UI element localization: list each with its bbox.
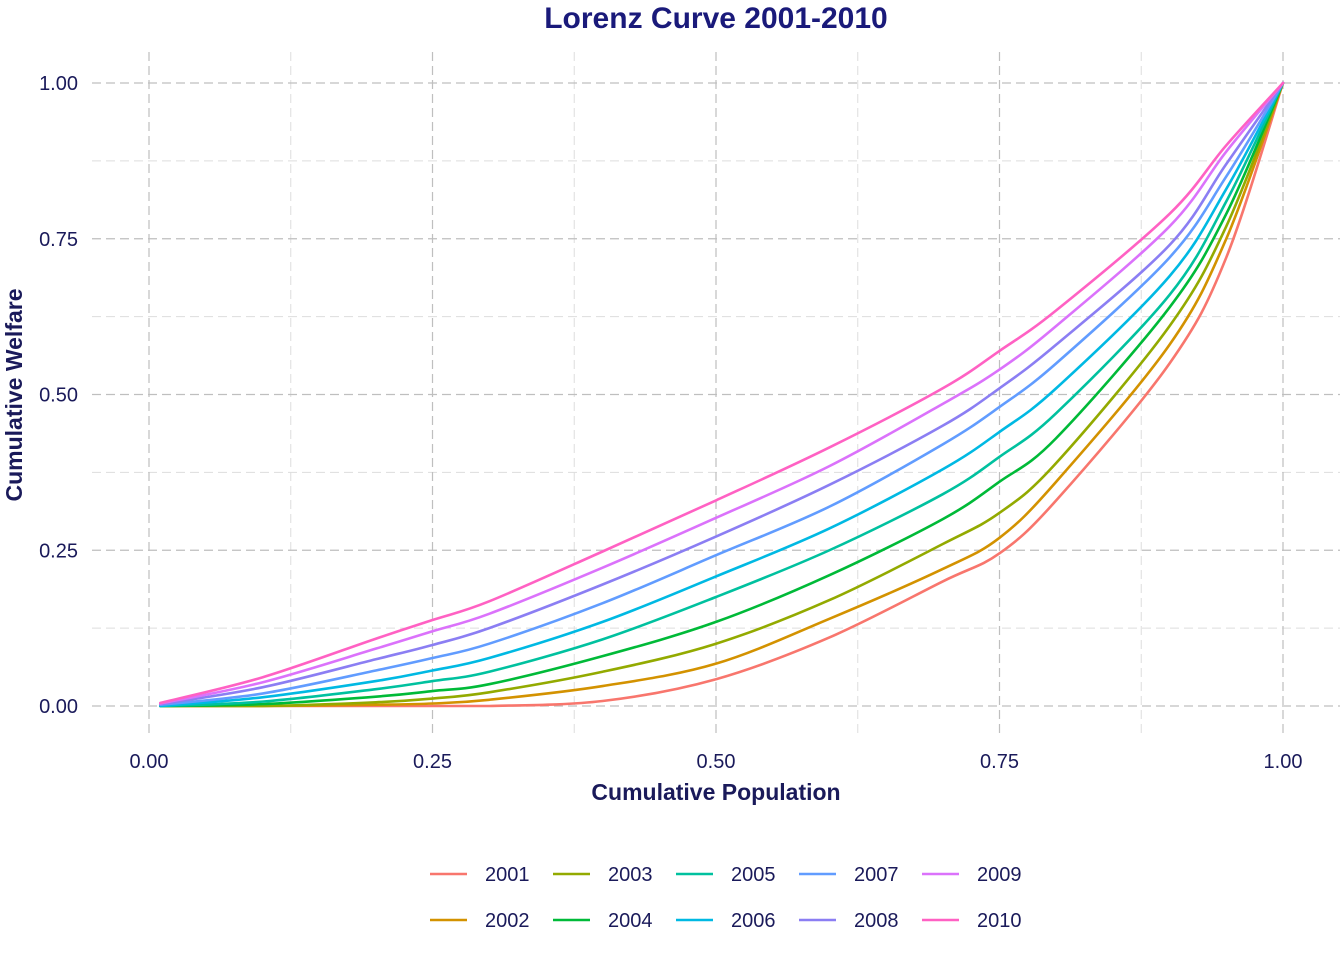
legend-label: 2001	[485, 864, 530, 886]
series-lines	[159, 81, 1285, 708]
legend-item-2002: 2002	[430, 910, 530, 932]
legend-label: 2002	[485, 910, 530, 932]
legend-item-2006: 2006	[676, 910, 776, 932]
x-tick-label: 0.25	[413, 751, 452, 773]
chart-title: Lorenz Curve 2001-2010	[544, 2, 888, 35]
x-tick-label: 1.00	[1264, 751, 1303, 773]
legend-item-2004: 2004	[553, 910, 653, 932]
legend-label: 2003	[608, 864, 653, 886]
legend-label: 2009	[977, 864, 1022, 886]
series-line-2001	[159, 81, 1285, 708]
legend-label: 2010	[977, 910, 1022, 932]
series-line-2005	[159, 81, 1285, 708]
series-line-2006	[159, 81, 1285, 708]
legend-item-2007: 2007	[799, 864, 899, 886]
x-axis-title: Cumulative Population	[591, 779, 840, 805]
grid-lines	[92, 52, 1340, 738]
x-tick-label: 0.50	[697, 751, 736, 773]
series-line-2002	[159, 81, 1285, 708]
series-line-2009	[159, 81, 1285, 705]
y-axis-title: Cumulative Welfare	[1, 288, 27, 501]
y-tick-label: 0.75	[39, 229, 78, 251]
legend-label: 2008	[854, 910, 899, 932]
legend-item-2010: 2010	[922, 910, 1022, 932]
legend-item-2009: 2009	[922, 864, 1022, 886]
legend-item-2005: 2005	[676, 864, 776, 886]
legend-label: 2004	[608, 910, 653, 932]
legend-item-2001: 2001	[430, 864, 530, 886]
x-tick-label: 0.75	[980, 751, 1019, 773]
legend-label: 2006	[731, 910, 776, 932]
y-axis-tick-labels: 0.00 0.25 0.50 0.75 1.00	[39, 73, 78, 718]
x-axis-tick-labels: 0.00 0.25 0.50 0.75 1.00	[130, 751, 1303, 773]
legend-item-2003: 2003	[553, 864, 653, 886]
x-tick-label: 0.00	[130, 751, 169, 773]
series-line-2007	[159, 81, 1285, 707]
series-line-2010	[159, 81, 1285, 705]
series-line-2004	[159, 81, 1285, 708]
y-tick-label: 1.00	[39, 73, 78, 95]
legend-label: 2007	[854, 864, 899, 886]
legend: 2001 2002 2003 2004 2005 2006 2007 2008 2009 2010	[430, 864, 1022, 932]
y-tick-label: 0.00	[39, 696, 78, 718]
legend-label: 2005	[731, 864, 776, 886]
series-line-2008	[159, 81, 1285, 706]
legend-item-2008: 2008	[799, 910, 899, 932]
y-tick-label: 0.25	[39, 540, 78, 562]
series-line-2003	[159, 81, 1285, 708]
y-tick-label: 0.50	[39, 385, 78, 407]
